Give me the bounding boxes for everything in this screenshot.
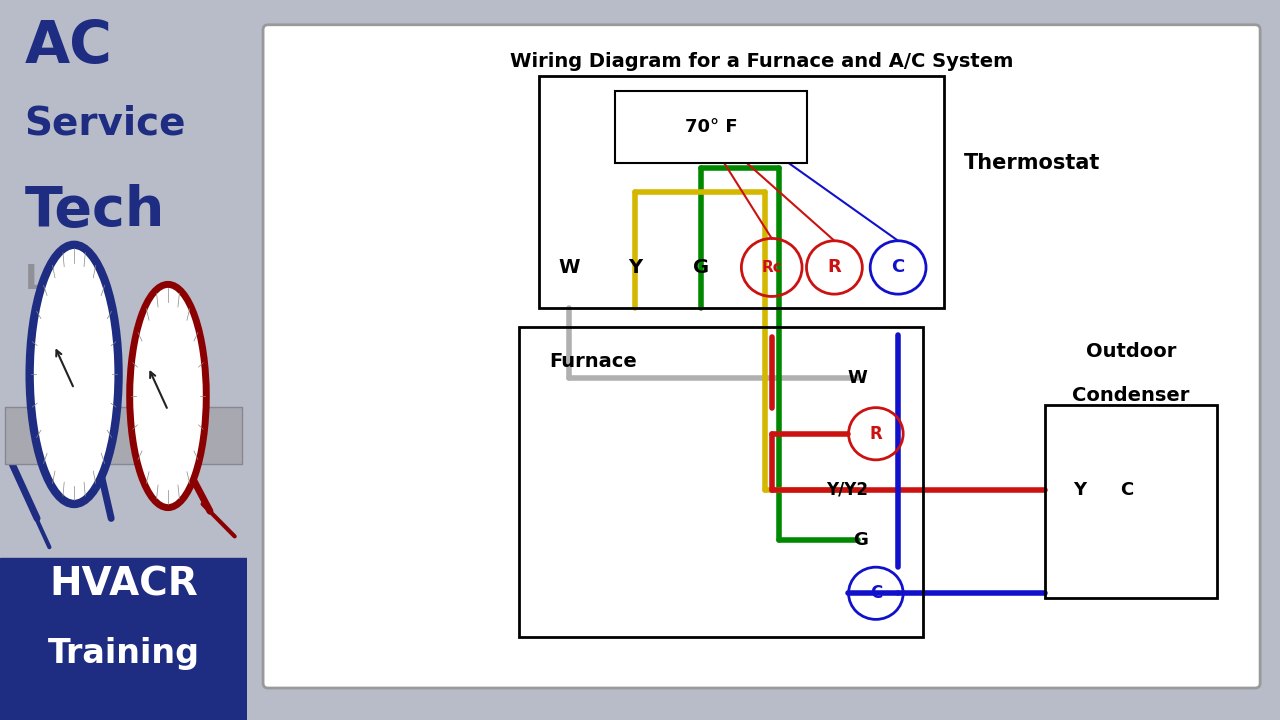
Text: R: R	[869, 425, 882, 443]
Text: 70° F: 70° F	[685, 118, 737, 136]
Text: Thermostat: Thermostat	[964, 153, 1101, 173]
Bar	[5, 407, 242, 464]
Text: W: W	[559, 258, 580, 277]
Text: C: C	[869, 585, 882, 602]
Circle shape	[129, 284, 206, 508]
Bar	[539, 76, 943, 308]
Text: G: G	[852, 531, 868, 549]
Text: C: C	[891, 258, 905, 276]
Text: Tech: Tech	[24, 184, 165, 238]
Text: Outdoor: Outdoor	[1085, 342, 1176, 361]
Text: Training: Training	[47, 637, 200, 670]
Text: R: R	[828, 258, 841, 276]
Circle shape	[29, 245, 119, 504]
Text: Y: Y	[628, 258, 643, 277]
Bar	[0, 558, 247, 720]
Bar	[1044, 405, 1216, 598]
FancyBboxPatch shape	[614, 91, 808, 163]
Text: Y: Y	[1073, 481, 1087, 499]
Text: Wiring Diagram for a Furnace and A/C System: Wiring Diagram for a Furnace and A/C Sys…	[509, 52, 1014, 71]
Text: Service: Service	[24, 104, 186, 143]
Text: HVACR: HVACR	[49, 565, 198, 603]
Text: G: G	[692, 258, 709, 277]
Text: Furnace: Furnace	[549, 351, 637, 371]
Text: Y/Y2: Y/Y2	[826, 481, 868, 499]
Text: Condenser: Condenser	[1073, 386, 1189, 405]
Text: W: W	[847, 369, 868, 387]
Text: AC: AC	[24, 18, 113, 75]
Text: Rc: Rc	[762, 260, 782, 275]
Text: LLC: LLC	[24, 263, 92, 296]
Text: C: C	[1120, 481, 1134, 499]
FancyBboxPatch shape	[264, 24, 1260, 688]
Bar	[518, 328, 923, 636]
